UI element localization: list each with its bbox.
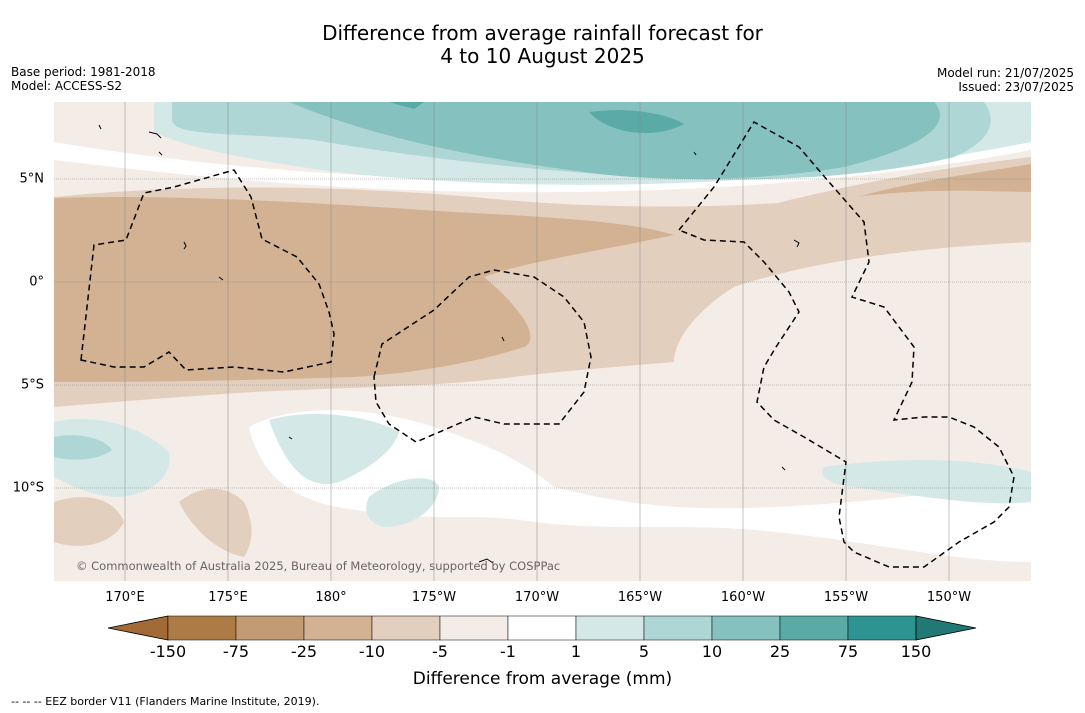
copyright-notice: © Commonwealth of Australia 2025, Bureau… xyxy=(76,559,560,573)
eez-line-islands xyxy=(677,120,1015,568)
colorbar-label: -75 xyxy=(222,642,250,661)
eq-brown-25 xyxy=(54,196,674,382)
model-run: Model run: 21/07/2025 xyxy=(936,66,1074,80)
island-outlines xyxy=(98,124,800,564)
colorbar-bin xyxy=(371,615,441,641)
title-line-1: Difference from average rainfall forecas… xyxy=(322,21,763,45)
colorbar-label: 10 xyxy=(701,642,723,661)
colorbar-bin xyxy=(439,615,509,641)
colorbar-bin xyxy=(303,615,373,641)
meta-left: Base period: 1981-2018 Model: ACCESS-S2 xyxy=(11,65,156,93)
meta-right: Model run: 21/07/2025 Issued: 23/07/2025 xyxy=(937,66,1074,94)
colorbar-label: -1 xyxy=(500,642,516,661)
colorbar-bin xyxy=(643,615,713,641)
north-teal-75a xyxy=(589,110,684,134)
graticule xyxy=(54,102,1031,581)
rainfall-anomaly-map: © Commonwealth of Australia 2025, Bureau… xyxy=(54,102,1031,581)
x-tick-155w: 155°W xyxy=(823,590,869,605)
x-tick-165w: 165°W xyxy=(617,590,663,605)
south-teal-5b xyxy=(366,478,439,527)
south-teal-5a xyxy=(269,413,399,484)
colorbar-bin xyxy=(575,615,645,641)
base-period: Base period: 1981-2018 xyxy=(11,65,156,79)
map-title: Difference from average rainfall forecas… xyxy=(0,22,1085,68)
north-teal-75b xyxy=(389,102,424,109)
colorbar-extend-low xyxy=(107,615,169,641)
colorbar-label: -5 xyxy=(432,642,448,661)
colorbar-extend-high xyxy=(915,615,977,641)
model-name: Model: ACCESS-S2 xyxy=(11,79,123,93)
south-brown-a xyxy=(54,497,124,546)
x-tick-170w: 170°W xyxy=(514,590,560,605)
eez-kiribati-gilbert xyxy=(80,169,335,373)
x-tick-175e: 175°E xyxy=(208,590,248,605)
title-line-2: 4 to 10 August 2025 xyxy=(440,44,645,68)
issued-date: Issued: 23/07/2025 xyxy=(958,80,1074,94)
x-tick-170e: 170°E xyxy=(105,590,145,605)
colorbar-label: 1 xyxy=(570,642,582,661)
colorbar-label: -10 xyxy=(358,642,386,661)
colorbar-title: Difference from average (mm) xyxy=(412,669,673,689)
colorbar-label: 25 xyxy=(769,642,791,661)
eez-borders xyxy=(80,120,1015,568)
colorbar-label: 75 xyxy=(837,642,859,661)
colorbar-bin xyxy=(235,615,305,641)
north-teal-25 xyxy=(289,102,940,179)
x-tick-180: 180° xyxy=(315,590,347,605)
y-tick-5n: 5°N xyxy=(19,171,45,187)
colorbar-bin xyxy=(711,615,781,641)
y-tick-5s: 5°S xyxy=(20,377,44,393)
south-teal-5c xyxy=(822,460,1031,504)
colorbar-bin xyxy=(779,615,849,641)
colorbar-bin xyxy=(167,615,237,641)
colorbar-bin xyxy=(507,615,577,641)
colorbar-label: 5 xyxy=(638,642,650,661)
y-tick-10s: 10°S xyxy=(12,480,44,496)
colorbar xyxy=(107,615,977,641)
colorbar-bin xyxy=(847,615,917,641)
south-brown-b xyxy=(179,488,252,557)
y-tick-0: 0° xyxy=(29,274,44,290)
x-tick-160w: 160°W xyxy=(720,590,766,605)
eez-legend-footer: -- -- -- EEZ border V11 (Flanders Marine… xyxy=(11,695,320,708)
colorbar-label: -150 xyxy=(149,642,187,661)
colorbar-label: -25 xyxy=(290,642,318,661)
south-white xyxy=(249,410,1031,562)
colorbar-label: 150 xyxy=(900,642,932,661)
x-tick-175w: 175°W xyxy=(411,590,457,605)
sw-teal-10 xyxy=(54,435,112,460)
eez-phoenix xyxy=(373,269,592,443)
x-tick-150w: 150°W xyxy=(926,590,972,605)
